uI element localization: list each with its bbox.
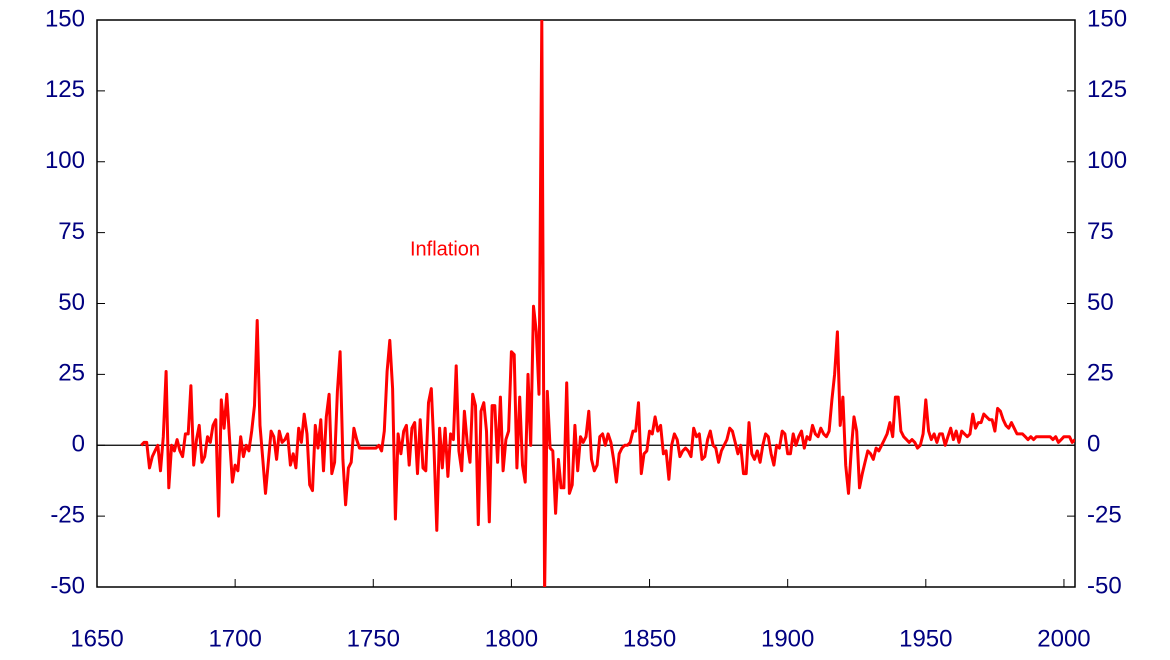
y2-tick-label: 150 — [1087, 5, 1127, 32]
y-tick-label: 50 — [58, 289, 85, 316]
y-tick-label: 100 — [45, 147, 85, 174]
y-tick-label: 75 — [58, 218, 85, 245]
x-tick-label: 1650 — [70, 625, 123, 652]
x-tick-label: 1850 — [623, 625, 676, 652]
y2-tick-label: 100 — [1087, 147, 1127, 174]
series-line — [140, 20, 1075, 587]
x-tick-label: 1800 — [485, 625, 538, 652]
y2-tick-label: -25 — [1087, 501, 1122, 528]
x-tick-label: 1700 — [208, 625, 261, 652]
x-tick-label: 1900 — [761, 625, 814, 652]
x-tick-label: 2000 — [1037, 625, 1090, 652]
y-tick-label: 150 — [45, 5, 85, 32]
x-tick-label: 1750 — [347, 625, 400, 652]
y2-tick-label: 0 — [1087, 431, 1100, 458]
y-tick-label: 25 — [58, 360, 85, 387]
y2-tick-label: 50 — [1087, 289, 1114, 316]
plot-area — [97, 20, 1075, 587]
plot-frame — [96, 19, 1076, 588]
x-tick-label: 1950 — [899, 625, 952, 652]
y-tick-label: -25 — [50, 501, 85, 528]
y2-tick-label: 125 — [1087, 76, 1127, 103]
y2-tick-label: -50 — [1087, 572, 1122, 599]
y-tick-label: -50 — [50, 572, 85, 599]
y-tick-label: 125 — [45, 76, 85, 103]
y-tick-label: 0 — [72, 431, 85, 458]
y2-tick-label: 25 — [1087, 360, 1114, 387]
y2-tick-label: 75 — [1087, 218, 1114, 245]
series-annotation: Inflation — [410, 238, 480, 260]
